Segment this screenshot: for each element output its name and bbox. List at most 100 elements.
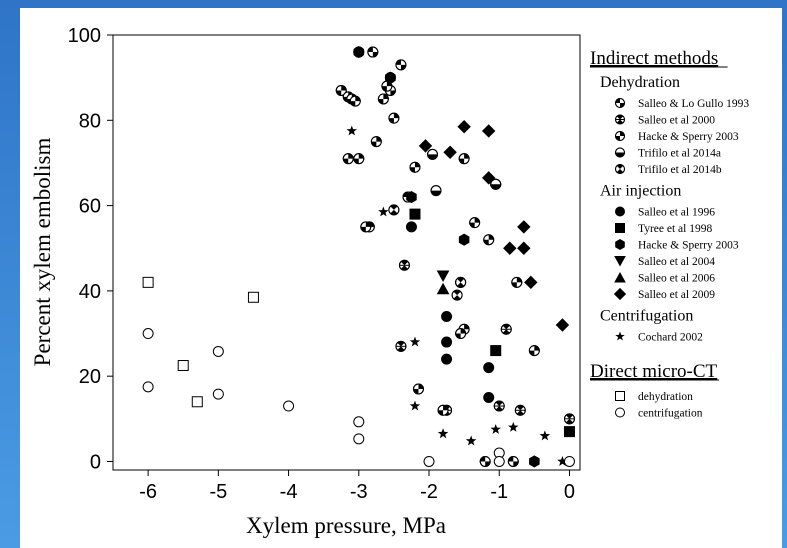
legend-marker-salleo-1993 <box>615 98 625 108</box>
data-point-salleo-1996 <box>441 353 453 365</box>
data-point-salleo-2009 <box>481 124 496 138</box>
data-point-trifilo-2014a <box>430 185 442 197</box>
data-point-salleo-2009 <box>503 241 517 255</box>
data-point-trifilo-2014b <box>451 289 463 301</box>
data-point-salleo-2000 <box>500 323 512 335</box>
data-point-salleo-1993 <box>395 59 407 71</box>
legend-label: Salleo et al 2009 <box>638 289 715 301</box>
data-point-hacke-2003-dehyd <box>511 276 523 288</box>
data-point-trifilo-2014b <box>455 276 467 288</box>
legend-label: Salleo et al 2006 <box>638 273 715 285</box>
legend-marker-salleo-2004 <box>614 256 626 267</box>
data-point-trifilo-2014a <box>490 178 502 190</box>
data-point-hacke-2003-dehyd <box>342 153 354 165</box>
legend-label: Salleo et al 1996 <box>638 207 715 219</box>
data-point-cochard-2002 <box>508 421 519 432</box>
x-tick-label: -4 <box>280 481 298 503</box>
data-point-trifilo-2014b <box>388 204 400 216</box>
data-point-salleo-2009 <box>457 119 471 134</box>
legend-marker-salleo-2000 <box>615 114 625 125</box>
data-point-salleo-1996 <box>483 362 495 374</box>
data-point-hacke-2003-dehyd <box>412 383 424 395</box>
legend-marker-salleo-1996 <box>615 206 625 217</box>
legend-heading: Direct micro-CT <box>590 361 718 382</box>
data-point-salleo-2000 <box>563 413 575 425</box>
data-point-ct-centrifugation <box>283 400 295 412</box>
data-point-hacke-2003-dehyd <box>349 95 361 107</box>
legend-marker-salleo-2009 <box>613 287 627 301</box>
data-point-salleo-2006 <box>436 282 450 295</box>
data-point-tyree-1998 <box>409 208 421 220</box>
legend-marker-ct-centrifugation <box>615 407 625 418</box>
legend-label: centrifugation <box>638 408 703 420</box>
legend-label: Cochard 2002 <box>638 332 703 344</box>
data-point-trifilo-2014a <box>427 148 439 160</box>
legend-label: Trifilo et al 2014b <box>638 164 722 176</box>
x-tick-label: -1 <box>490 481 508 503</box>
data-point-cochard-2002 <box>539 430 551 441</box>
data-point-tyree-1998 <box>563 426 575 438</box>
legend-label: Salleo et al 2000 <box>638 115 715 127</box>
data-point-hacke-2003-air <box>385 71 396 84</box>
y-tick-label: 80 <box>79 110 101 132</box>
data-point-salleo-2009 <box>418 139 433 153</box>
data-point-salleo-2009 <box>443 145 457 159</box>
data-point-ct-centrifugation <box>212 345 224 357</box>
legend-marker-hacke-2003-air <box>615 238 625 251</box>
data-point-salleo-2009 <box>517 220 531 234</box>
data-point-salleo-1996 <box>441 310 453 322</box>
y-axis-label: Percent xylem embolism <box>30 138 55 367</box>
data-point-tyree-1998 <box>490 345 502 357</box>
x-tick-label: -5 <box>209 481 227 503</box>
data-point-cochard-2002 <box>346 125 357 136</box>
data-point-ct-dehydration <box>191 396 203 408</box>
legend-marker-salleo-2006 <box>614 271 626 283</box>
data-point-ct-dehydration <box>247 291 259 303</box>
data-point-cochard-2002 <box>409 336 421 347</box>
legend-marker-cochard-2002 <box>615 331 625 341</box>
data-point-salleo-2000 <box>398 259 410 271</box>
data-point-salleo-2009 <box>555 318 570 332</box>
data-point-salleo-2004 <box>436 270 450 282</box>
data-point-salleo-2000 <box>514 404 526 416</box>
data-point-cochard-2002 <box>490 423 501 434</box>
legend-marker-trifilo-2014b <box>615 164 625 174</box>
y-tick-label: 0 <box>90 451 101 473</box>
y-tick-label: 40 <box>79 281 101 303</box>
legend-subgroup-title: Centrifugation <box>600 308 693 325</box>
data-point-cochard-2002 <box>557 455 568 466</box>
data-point-hacke-2003-dehyd <box>469 217 481 229</box>
x-axis: -6 -5 -4 -3 -2 -1 0 <box>139 470 575 503</box>
x-axis-label: Xylem pressure, MPa <box>246 513 446 538</box>
legend-label: Salleo & Lo Gullo 1993 <box>638 98 749 110</box>
data-point-ct-centrifugation <box>142 381 154 393</box>
legend-label: Trifilo et al 2014a <box>638 148 721 160</box>
data-point-cochard-2002 <box>465 435 477 446</box>
data-point-cochard-2002 <box>378 206 389 217</box>
data-point-salleo-1993 <box>479 455 491 467</box>
data-point-hacke-2003-air <box>529 455 540 468</box>
x-tick-label: -6 <box>139 481 157 503</box>
data-point-ct-centrifugation <box>142 328 154 340</box>
legend-label: dehydration <box>638 391 693 403</box>
legend-marker-hacke-2003-dehyd <box>615 131 625 141</box>
data-point-salleo-2009 <box>517 241 531 255</box>
legend-subgroup-title: Dehydration <box>600 74 680 91</box>
y-tick-label: 20 <box>79 366 101 388</box>
legend-marker-tyree-1998 <box>615 223 625 233</box>
data-point-hacke-2003-air <box>353 45 365 59</box>
legend-label: Hacke & Sperry 2003 <box>638 131 739 143</box>
legend-marker-ct-dehydration <box>615 391 625 401</box>
legend-label: Salleo et al 2004 <box>638 256 715 268</box>
data-point-hacke-2003-dehyd <box>377 93 389 105</box>
y-tick-label: 60 <box>79 196 101 218</box>
data-point-hacke-2003-dehyd <box>437 404 449 416</box>
data-point-hacke-2003-dehyd <box>388 112 400 124</box>
data-point-salleo-1993 <box>507 455 519 467</box>
data-point-cochard-2002 <box>409 400 421 411</box>
data-point-hacke-2003-dehyd <box>409 161 421 173</box>
data-point-ct-centrifugation <box>493 455 505 467</box>
data-point-ct-dehydration <box>142 276 154 288</box>
data-point-salleo-1996 <box>441 336 453 348</box>
